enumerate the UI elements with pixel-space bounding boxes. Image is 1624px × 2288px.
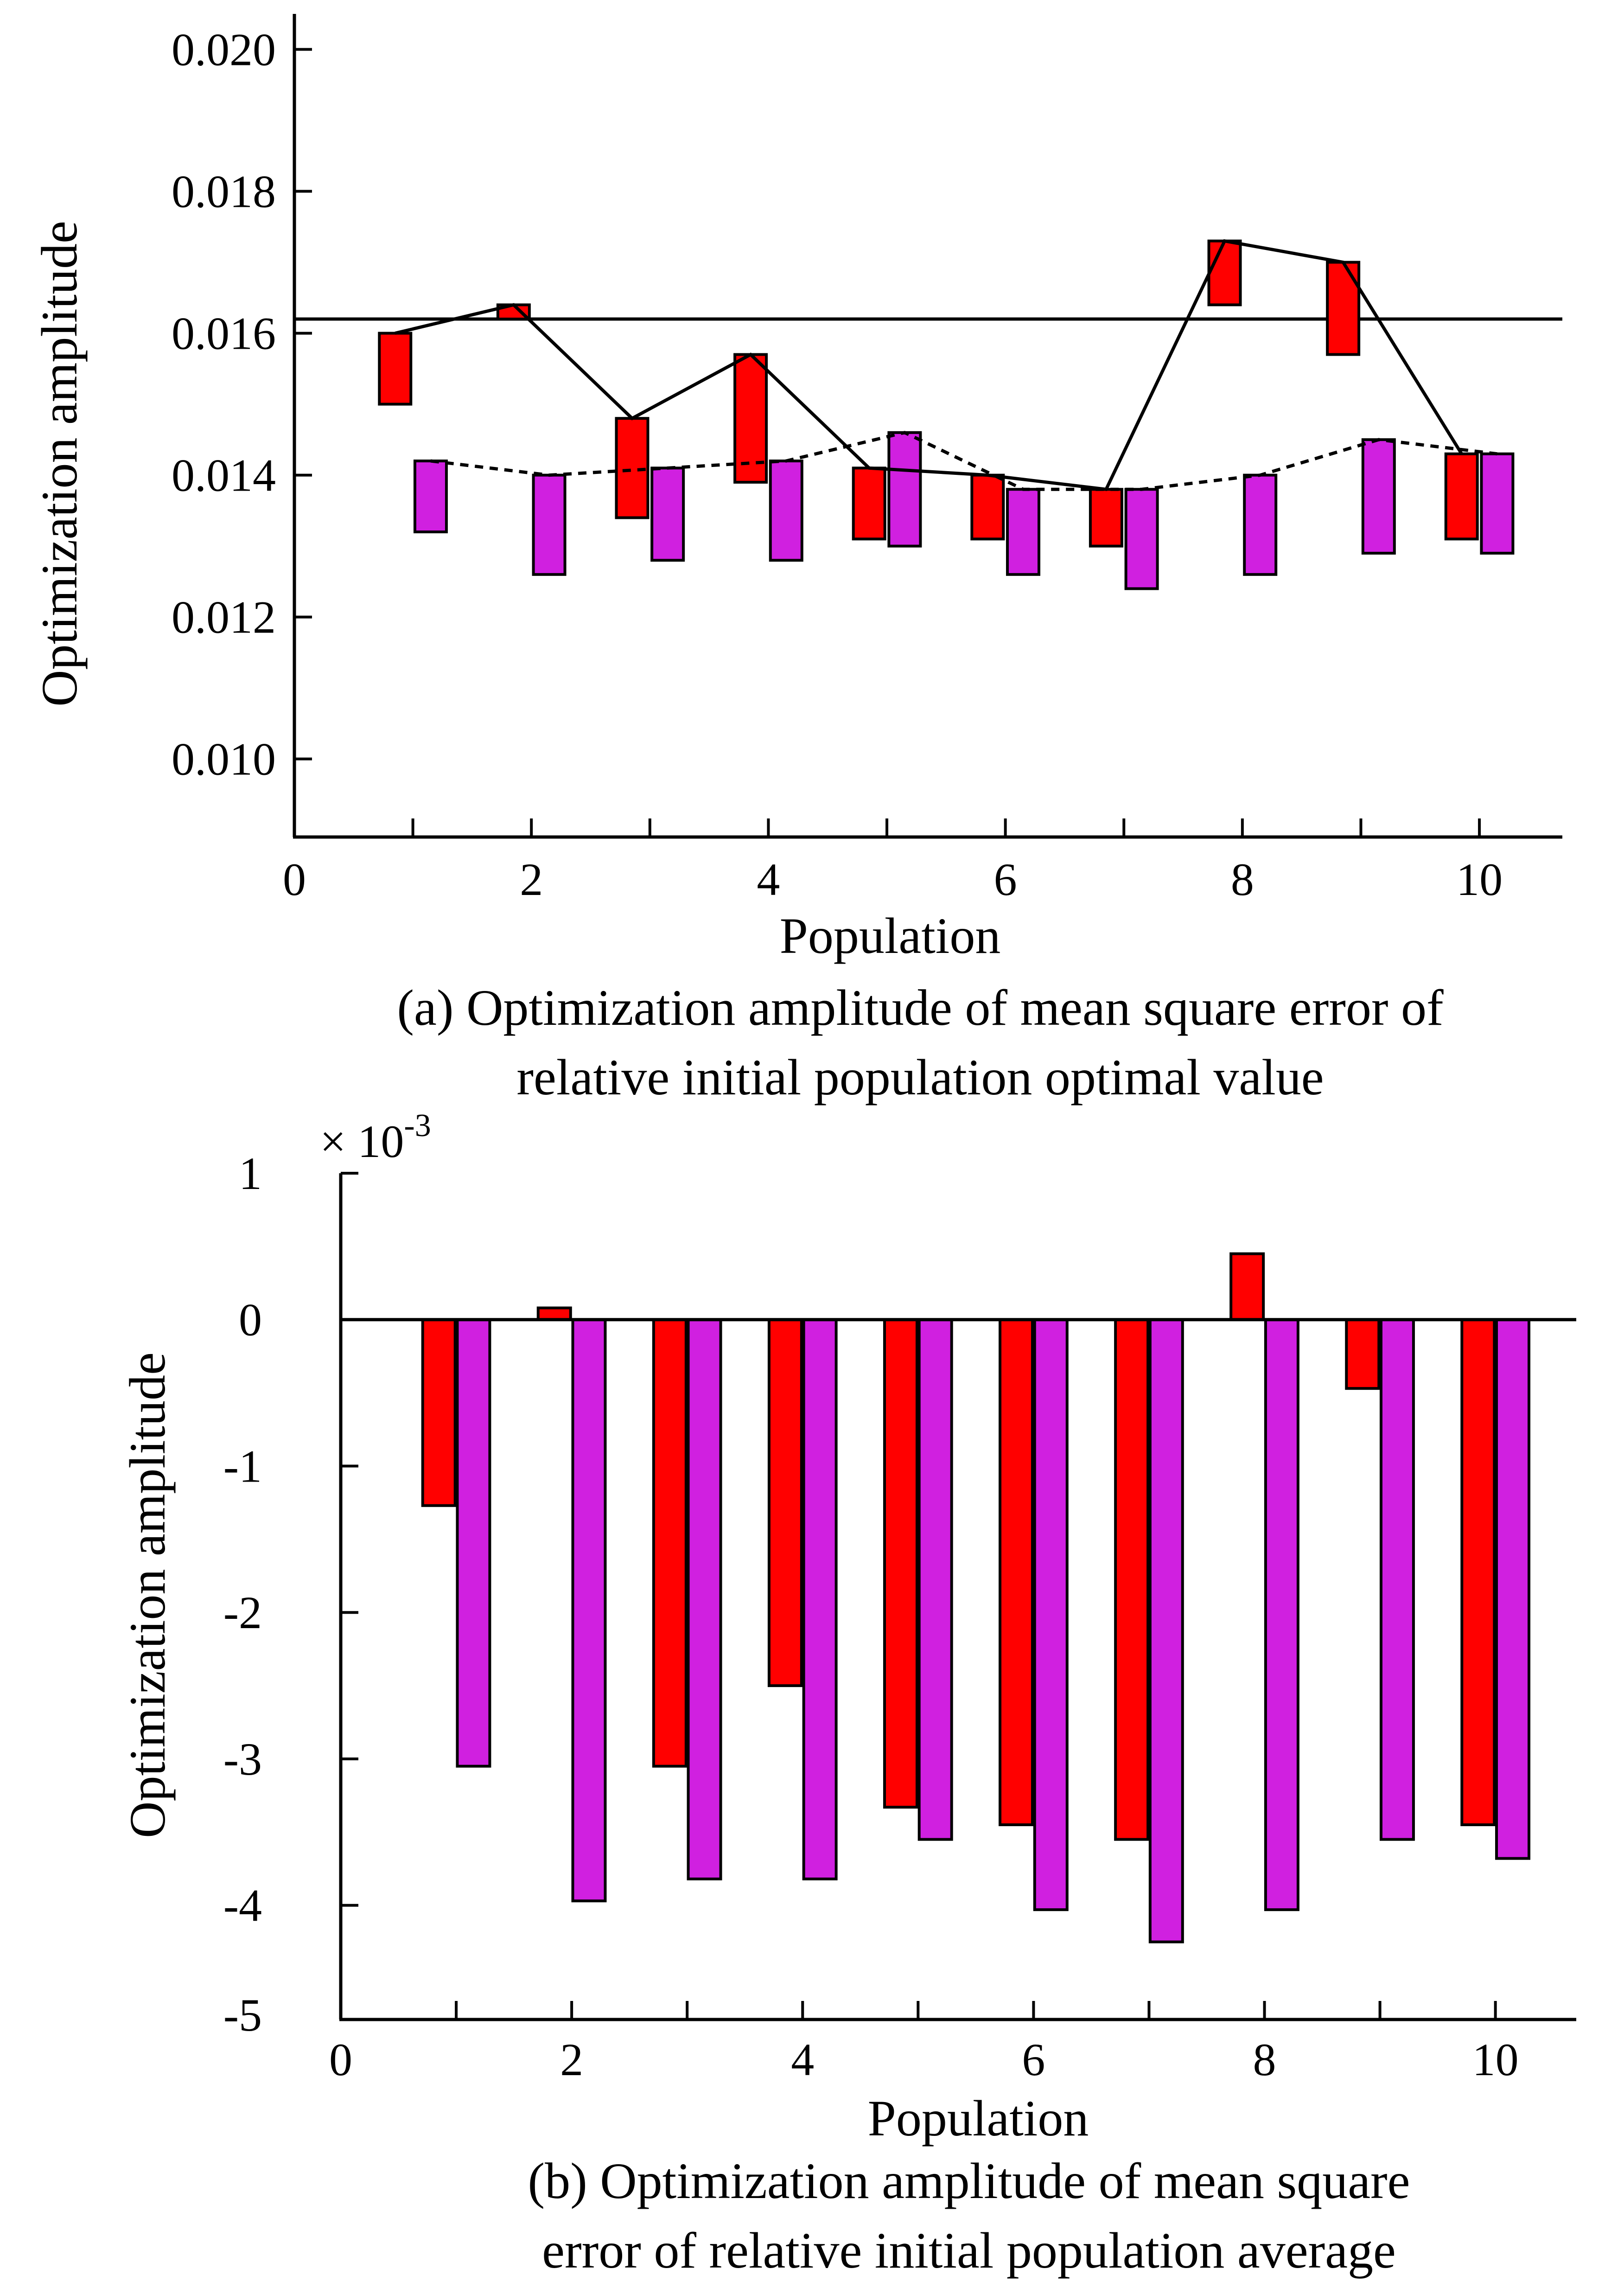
chart-b-bar-magenta: [1264, 1318, 1299, 1911]
chart-a-series-line-red: [395, 239, 1463, 491]
chart-a-box-red: [852, 467, 886, 541]
chart-a-y-tick-label: 0.018: [172, 166, 276, 217]
chart-b-y-tick-label: -3: [223, 1733, 262, 1785]
chart-a-box-red: [1444, 452, 1479, 541]
chart-b-x-axis-label: Population: [868, 2090, 1089, 2147]
chart-b-bar-magenta: [1379, 1318, 1415, 1841]
chart-a-x-tick-label: 10: [1456, 854, 1503, 905]
chart-a-y-tick-label: 0.010: [172, 734, 276, 785]
chart-b-y-tick-label: -1: [223, 1440, 262, 1492]
chart-b-scale-exponent: -3: [404, 1108, 431, 1144]
chart-a-x-tick-label: 8: [1231, 854, 1254, 905]
chart-b-scale-base: × 10: [320, 1116, 404, 1167]
chart-a-box-magenta: [887, 431, 922, 548]
chart-b-x-tick-label: 10: [1472, 2034, 1519, 2085]
chart-b-x-tick-label: 4: [791, 2034, 814, 2085]
chart-a-box-red: [1326, 261, 1361, 356]
chart-b-bar-magenta: [1148, 1318, 1184, 1943]
chart-a-y-tick-label: 0.012: [172, 592, 276, 643]
chart-b-y-tick-label: -4: [223, 1880, 262, 1931]
chart-a-y-tick-label: 0.014: [172, 450, 276, 501]
chart-b-x-tick-label: 2: [560, 2034, 583, 2085]
chart-b-bar-magenta: [917, 1318, 953, 1841]
chart-a-box-magenta: [1480, 452, 1515, 555]
chart-b-bar-magenta: [1033, 1318, 1069, 1911]
chart-a-x-tick-label: 0: [283, 854, 306, 905]
chart-a-caption-line-1: (a) Optimization amplitude of mean squar…: [397, 979, 1444, 1036]
chart-b-bar-magenta: [571, 1318, 607, 1903]
chart-a-x-tick-label: 6: [994, 854, 1017, 905]
chart-a-y-tick-label: 0.016: [172, 308, 276, 359]
chart-a-caption-line-2: relative initial population optimal valu…: [516, 1049, 1324, 1106]
chart-b-y-tick-label: 0: [239, 1294, 262, 1346]
chart-b-bar-red: [1114, 1318, 1150, 1841]
chart-a-box-magenta: [1361, 438, 1396, 555]
chart-b-bar-red: [536, 1306, 572, 1321]
chart-b-bar-red: [1460, 1318, 1496, 1827]
chart-b-scale-label: × 10-3: [320, 1108, 431, 1167]
chart-a: 0.010 0.012 0.014 0.016 0.018 0.020 0 2 4 6 8 10 Op…: [31, 14, 1562, 1106]
chart-b-y-tick-label: -2: [223, 1587, 262, 1638]
chart-b-bar-red: [652, 1318, 688, 1768]
chart-a-x-tick-label: 4: [757, 854, 780, 905]
chart-b-bar-red: [767, 1318, 803, 1687]
chart-a-y-axis-label: Optimization amplitude: [31, 221, 88, 707]
chart-a-box-red: [1089, 488, 1123, 548]
chart-a-box-magenta: [650, 467, 685, 562]
chart-b-x-tick-label: 0: [329, 2034, 352, 2085]
chart-b-bar-magenta: [456, 1318, 491, 1768]
chart-b-y-tick-label: -5: [223, 1989, 262, 2041]
chart-b-bar-magenta: [802, 1318, 838, 1880]
chart-b-bar-magenta: [687, 1318, 722, 1880]
chart-a-box-magenta: [769, 460, 803, 562]
chart-a-x-axis-label: Population: [780, 908, 1001, 964]
chart-b-bar-red: [421, 1318, 457, 1507]
chart-a-box-magenta: [532, 473, 567, 576]
chart-b-bar-red: [999, 1318, 1034, 1827]
chart-a-box-magenta: [1243, 473, 1278, 576]
chart-a-x-tick-label: 2: [520, 854, 543, 905]
chart-a-box-magenta: [1006, 488, 1040, 576]
chart-b: 10-1-2-3-4-50 2 4 6 8 10 × 10-3 Optimization …: [119, 1108, 1576, 2279]
chart-b-y-axis-label: Optimization amplitude: [119, 1352, 176, 1838]
chart-a-box-red: [1207, 239, 1242, 307]
chart-a-y-tick-label: 0.020: [172, 24, 276, 76]
chart-b-x-tick-label: 8: [1253, 2034, 1276, 2085]
chart-b-bar-red: [1229, 1252, 1265, 1321]
chart-a-series-line-magenta: [430, 431, 1497, 491]
chart-b-y-tick-label: 1: [239, 1148, 262, 1199]
chart-a-box-magenta: [1124, 488, 1159, 590]
chart-b-bar-red: [1345, 1318, 1381, 1390]
chart-a-box-red: [970, 473, 1005, 541]
chart-a-box-red: [378, 332, 413, 406]
chart-b-x-tick-label: 6: [1022, 2034, 1045, 2085]
chart-b-bar-red: [883, 1318, 918, 1809]
chart-b-caption-line-2: error of relative initial population ave…: [542, 2222, 1396, 2279]
chart-b-bar-magenta: [1495, 1318, 1531, 1860]
chart-a-box-magenta: [413, 460, 448, 534]
chart-b-caption-line-1: (b) Optimization amplitude of mean squar…: [528, 2153, 1410, 2209]
